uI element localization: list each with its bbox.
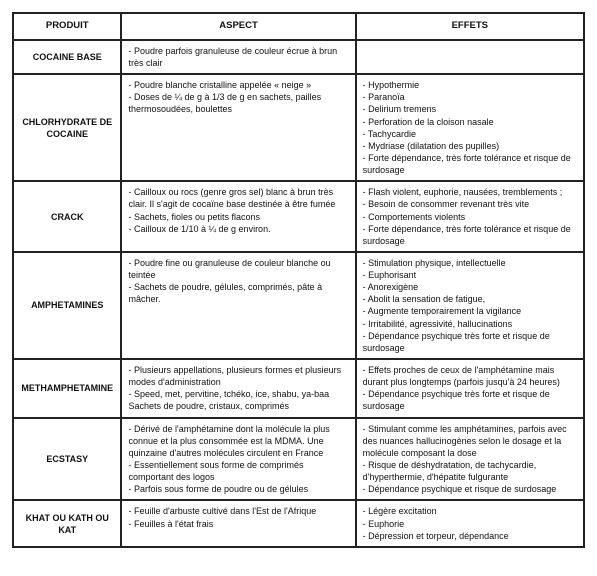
effets-line: - Risque de déshydratation, de tachycard…	[363, 459, 577, 483]
product-cell: ECSTASY	[13, 418, 121, 501]
table-body: COCAINE BASE - Poudre parfois granuleuse …	[13, 40, 584, 547]
aspect-line: - Poudre blanche cristalline appelée « n…	[128, 79, 348, 91]
effets-line: - Forte dépendance, très forte tolérance…	[363, 152, 577, 176]
aspect-cell: - Dérivé de l'amphétamine dont la molécu…	[121, 418, 355, 501]
product-cell: METHAMPHETAMINE	[13, 359, 121, 418]
effets-line: - Stimulation physique, intellectuelle	[363, 257, 577, 269]
effets-line: - Delirium tremens	[363, 103, 577, 115]
effets-line: - Hypothermie	[363, 79, 577, 91]
header-product: PRODUIT	[13, 13, 121, 40]
aspect-line: Sachets de poudre, cristaux, comprimés	[128, 400, 348, 412]
header-aspect: ASPECT	[121, 13, 355, 40]
product-cell: CRACK	[13, 181, 121, 252]
effets-line: - Stimulant comme les amphétamines, parf…	[363, 423, 577, 459]
effets-line: - Besoin de consommer revenant très vite	[363, 198, 577, 210]
header-effets: EFFETS	[356, 13, 584, 40]
effets-line: - Tachycardie	[363, 128, 577, 140]
aspect-cell: - Poudre fine ou granuleuse de couleur b…	[121, 252, 355, 359]
aspect-line: - Feuilles à l'état frais	[128, 518, 348, 530]
effets-line: - Dépendance psychique très forte et ris…	[363, 330, 577, 354]
effets-cell: - Effets proches de ceux de l'amphétamin…	[356, 359, 584, 418]
drugs-table: PRODUIT ASPECT EFFETS COCAINE BASE - Poud…	[12, 12, 585, 548]
aspect-cell: - Poudre blanche cristalline appelée « n…	[121, 74, 355, 181]
product-cell: CHLORHYDRATE DE COCAINE	[13, 74, 121, 181]
product-cell: COCAINE BASE	[13, 40, 121, 74]
aspect-line: - Doses de ¼ de g à 1/3 de g en sachets,…	[128, 91, 348, 115]
effets-line: - Paranoïa	[363, 91, 577, 103]
effets-line: - Dépression et torpeur, dépendance	[363, 530, 577, 542]
effets-cell	[356, 40, 584, 74]
aspect-line: - Plusieurs appellations, plusieurs form…	[128, 364, 348, 388]
product-cell: AMPHETAMINES	[13, 252, 121, 359]
aspect-cell: - Poudre parfois granuleuse de couleur é…	[121, 40, 355, 74]
effets-cell: - Flash violent, euphorie, nausées, trem…	[356, 181, 584, 252]
aspect-line: - Cailloux ou rocs (genre gros sel) blan…	[128, 186, 348, 210]
product-cell: KHAT OU KATH OU KAT	[13, 500, 121, 546]
aspect-cell: - Cailloux ou rocs (genre gros sel) blan…	[121, 181, 355, 252]
table-row: CRACK - Cailloux ou rocs (genre gros sel)…	[13, 181, 584, 252]
effets-line: - Forte dépendance, très forte tolérance…	[363, 223, 577, 247]
aspect-line: - Speed, met, pervitine, tchéko, ice, sh…	[128, 388, 348, 400]
effets-line: - Anorexigène	[363, 281, 577, 293]
effets-cell: - Hypothermie- Paranoïa- Delirium tremen…	[356, 74, 584, 181]
effets-line: - Dépendance psychique très forte et ris…	[363, 388, 577, 412]
aspect-cell: - Plusieurs appellations, plusieurs form…	[121, 359, 355, 418]
aspect-line: - Dérivé de l'amphétamine dont la molécu…	[128, 423, 348, 459]
aspect-line: - Feuille d'arbuste cultivé dans l'Est d…	[128, 505, 348, 517]
effets-line: - Abolit la sensation de fatigue,	[363, 293, 577, 305]
effets-line: - Euphorisant	[363, 269, 577, 281]
effets-line: - Flash violent, euphorie, nausées, trem…	[363, 186, 577, 198]
aspect-cell: - Feuille d'arbuste cultivé dans l'Est d…	[121, 500, 355, 546]
header-row: PRODUIT ASPECT EFFETS	[13, 13, 584, 40]
aspect-line: - Parfois sous forme de poudre ou de gél…	[128, 483, 348, 495]
effets-line: - Comportements violents	[363, 211, 577, 223]
aspect-line: - Sachets, fioles ou petits flacons	[128, 211, 348, 223]
effets-line: - Perforation de la cloison nasale	[363, 116, 577, 128]
effets-line: - Légère excitation	[363, 505, 577, 517]
effets-line: - Dépendance psychique et risque de surd…	[363, 483, 577, 495]
table-row: AMPHETAMINES - Poudre fine ou granuleuse …	[13, 252, 584, 359]
table-row: CHLORHYDRATE DE COCAINE - Poudre blanche …	[13, 74, 584, 181]
table-row: COCAINE BASE - Poudre parfois granuleuse …	[13, 40, 584, 74]
aspect-line: - Poudre fine ou granuleuse de couleur b…	[128, 257, 348, 281]
effets-line: - Mydriase (dilatation des pupilles)	[363, 140, 577, 152]
effets-cell: - Stimulant comme les amphétamines, parf…	[356, 418, 584, 501]
effets-line: - Irritabilité, agressivité, hallucinati…	[363, 318, 577, 330]
table-row: METHAMPHETAMINE - Plusieurs appellations,…	[13, 359, 584, 418]
aspect-line: - Cailloux de 1/10 à ¼ de g environ.	[128, 223, 348, 235]
aspect-line: - Essentiellement sous forme de comprimé…	[128, 459, 348, 483]
effets-line: - Augmente temporairement la vigilance	[363, 305, 577, 317]
effets-cell: - Légère excitation- Euphorie- Dépressio…	[356, 500, 584, 546]
table-row: KHAT OU KATH OU KAT - Feuille d'arbuste c…	[13, 500, 584, 546]
aspect-line: - Poudre parfois granuleuse de couleur é…	[128, 45, 348, 69]
effets-line: - Euphorie	[363, 518, 577, 530]
aspect-line: - Sachets de poudre, gélules, comprimés,…	[128, 281, 348, 305]
table-row: ECSTASY- Dérivé de l'amphétamine dont la…	[13, 418, 584, 501]
effets-cell: - Stimulation physique, intellectuelle- …	[356, 252, 584, 359]
effets-line: - Effets proches de ceux de l'amphétamin…	[363, 364, 577, 388]
